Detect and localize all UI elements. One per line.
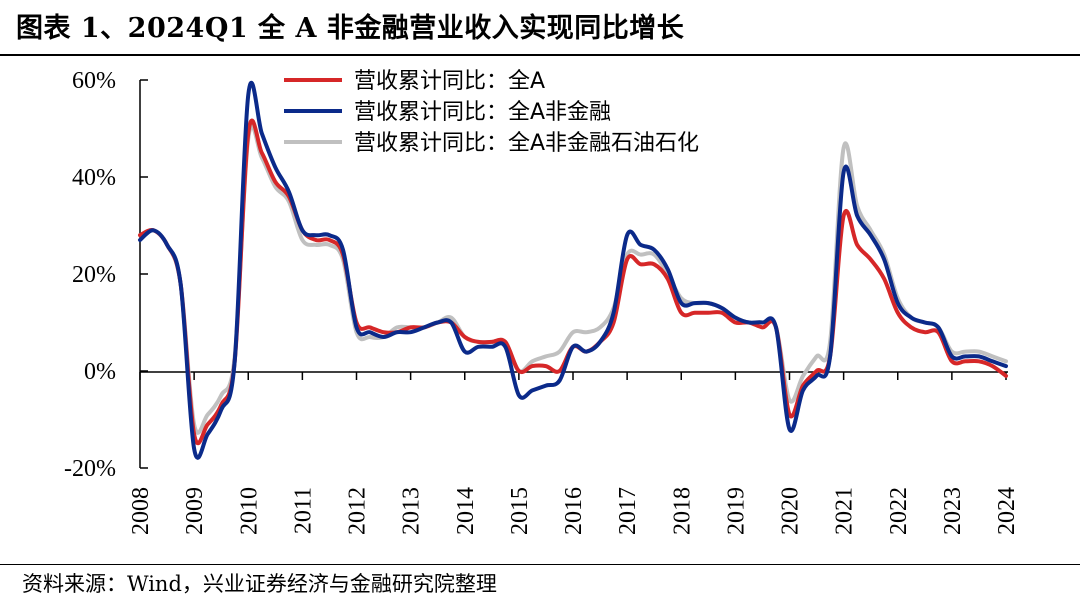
- x-tick-label: 2018: [669, 487, 695, 535]
- chart-title: 图表 1、2024Q1 全 A 非金融营业收入实现同比增长: [16, 13, 685, 44]
- source-divider: [0, 564, 1080, 565]
- y-tick-label: 0%: [84, 359, 116, 385]
- series-layer: [138, 81, 1008, 460]
- x-tick-label: 2016: [561, 487, 587, 535]
- x-tick-label: 2009: [182, 487, 208, 535]
- series-line-non-fin-ex-petro: [138, 124, 1008, 435]
- y-tick-label: 20%: [72, 262, 116, 288]
- series-line-all-a: [138, 118, 1008, 446]
- x-tick-label: 2014: [453, 487, 479, 535]
- y-tick-label: 40%: [72, 165, 116, 191]
- x-tick-label: 2013: [399, 487, 425, 535]
- x-tick-label: 2023: [940, 487, 966, 535]
- x-tick-label: 2021: [832, 487, 858, 535]
- axes: -20% 0% 20% 40% 60% 2008 2009 2010 2011 2012 2013 2…: [64, 68, 1020, 535]
- x-tick-label: 2011: [290, 487, 316, 534]
- x-tick-label: 2024: [994, 487, 1020, 535]
- x-tick-label: 2010: [236, 487, 262, 535]
- source-note: 资料来源：Wind，兴业证券经济与金融研究院整理: [22, 572, 497, 596]
- x-tick-label: 2012: [345, 487, 371, 535]
- y-tick-label: -20%: [64, 456, 116, 482]
- legend-entry-non-fin-ex-petro-label: 营收累计同比：全A非金融石油石化: [354, 131, 699, 156]
- y-tick-label: 60%: [72, 68, 116, 94]
- x-tick-label: 2017: [615, 487, 641, 535]
- x-tick-label: 2020: [778, 487, 804, 535]
- x-tick-label: 2008: [128, 487, 154, 535]
- legend-entry-all-a-label: 营收累计同比：全A: [354, 69, 545, 94]
- x-tick-label: 2019: [723, 487, 749, 535]
- legend-entry-non-fin-label: 营收累计同比：全A非金融: [354, 100, 611, 125]
- x-tick-label: 2015: [507, 487, 533, 535]
- title-divider: [0, 54, 1080, 56]
- series-line-non-fin: [138, 81, 1008, 460]
- x-tick-label: 2022: [886, 487, 912, 535]
